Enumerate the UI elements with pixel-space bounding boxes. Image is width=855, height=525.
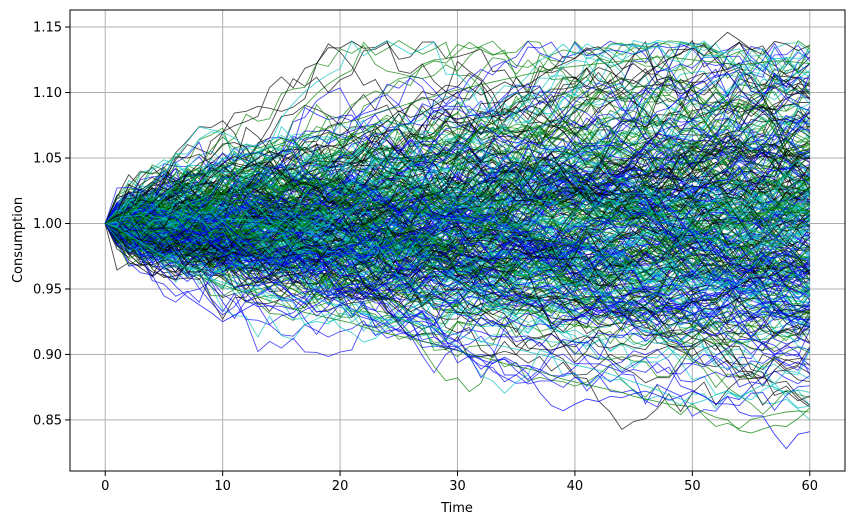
consumption-path <box>105 182 810 236</box>
series-lines <box>104 31 811 450</box>
x-tick-label: 60 <box>801 479 818 494</box>
x-tick-label: 0 <box>101 479 109 494</box>
x-axis-title: Time <box>440 501 473 516</box>
consumption-path <box>105 209 811 410</box>
consumption-path <box>104 147 811 232</box>
y-tick-label: 0.95 <box>33 282 62 297</box>
consumption-path <box>104 113 811 224</box>
consumption-path-extreme <box>105 223 810 405</box>
consumption-path <box>104 164 811 265</box>
consumption-path <box>105 204 810 261</box>
x-axis-ticks: 0 10 20 30 40 50 60 <box>101 471 818 494</box>
consumption-path <box>104 111 811 232</box>
y-tick-label: 1.15 <box>33 21 62 36</box>
x-tick-label: 30 <box>449 479 466 494</box>
consumption-path <box>104 124 810 244</box>
consumption-path <box>105 117 811 234</box>
consumption-path <box>104 204 811 282</box>
consumption-path <box>105 40 811 227</box>
consumption-path <box>104 95 811 229</box>
consumption-path <box>104 223 810 298</box>
consumption-path <box>105 200 811 310</box>
consumption-path <box>105 223 811 293</box>
consumption-path <box>104 223 810 378</box>
consumption-path <box>104 191 810 320</box>
consumption-path <box>104 163 811 258</box>
consumption-path <box>105 197 811 332</box>
consumption-path <box>105 223 811 408</box>
y-axis-title: Consumption <box>11 197 26 283</box>
consumption-path <box>105 92 811 224</box>
consumption-path <box>105 179 811 295</box>
consumption-path-extreme <box>104 31 810 224</box>
y-tick-label: 1.00 <box>33 217 62 232</box>
consumption-path <box>104 39 811 224</box>
consumption-path <box>104 40 811 254</box>
consumption-path-extreme <box>105 223 811 434</box>
consumption-path <box>104 130 811 224</box>
consumption-path <box>104 150 810 233</box>
consumption-path <box>104 112 811 254</box>
consumption-path <box>105 76 810 225</box>
consumption-path <box>104 200 810 297</box>
consumption-path <box>104 43 810 246</box>
y-tick-label: 0.90 <box>33 348 62 363</box>
consumption-path <box>105 167 810 250</box>
consumption-path <box>105 40 811 228</box>
consumption-path <box>105 146 811 241</box>
consumption-path <box>105 223 810 295</box>
consumption-path <box>104 186 811 332</box>
consumption-path <box>105 222 810 409</box>
consumption-path <box>104 190 811 256</box>
y-axis-ticks: 0.85 0.90 0.95 1.00 1.05 1.10 1.15 <box>33 21 70 428</box>
consumption-path <box>105 219 811 336</box>
consumption-path <box>105 149 811 241</box>
x-tick-label: 10 <box>214 479 231 494</box>
consumption-path <box>104 208 810 326</box>
consumption-path <box>104 180 811 311</box>
consumption-path <box>104 142 811 236</box>
consumption-path <box>105 177 811 288</box>
consumption-path <box>104 80 810 252</box>
y-tick-label: 1.10 <box>33 86 62 101</box>
consumption-path <box>104 122 811 242</box>
x-tick-label: 50 <box>684 479 701 494</box>
consumption-path <box>104 211 811 305</box>
y-tick-label: 1.05 <box>33 151 62 166</box>
consumption-path <box>104 186 810 291</box>
consumption-path <box>104 214 810 402</box>
consumption-path <box>104 223 811 355</box>
consumption-path <box>104 210 811 320</box>
x-tick-label: 20 <box>332 479 349 494</box>
y-tick-label: 0.85 <box>33 413 62 428</box>
consumption-path <box>104 71 810 252</box>
x-tick-label: 40 <box>567 479 584 494</box>
consumption-path-extreme <box>105 56 810 224</box>
consumption-path <box>104 204 811 300</box>
